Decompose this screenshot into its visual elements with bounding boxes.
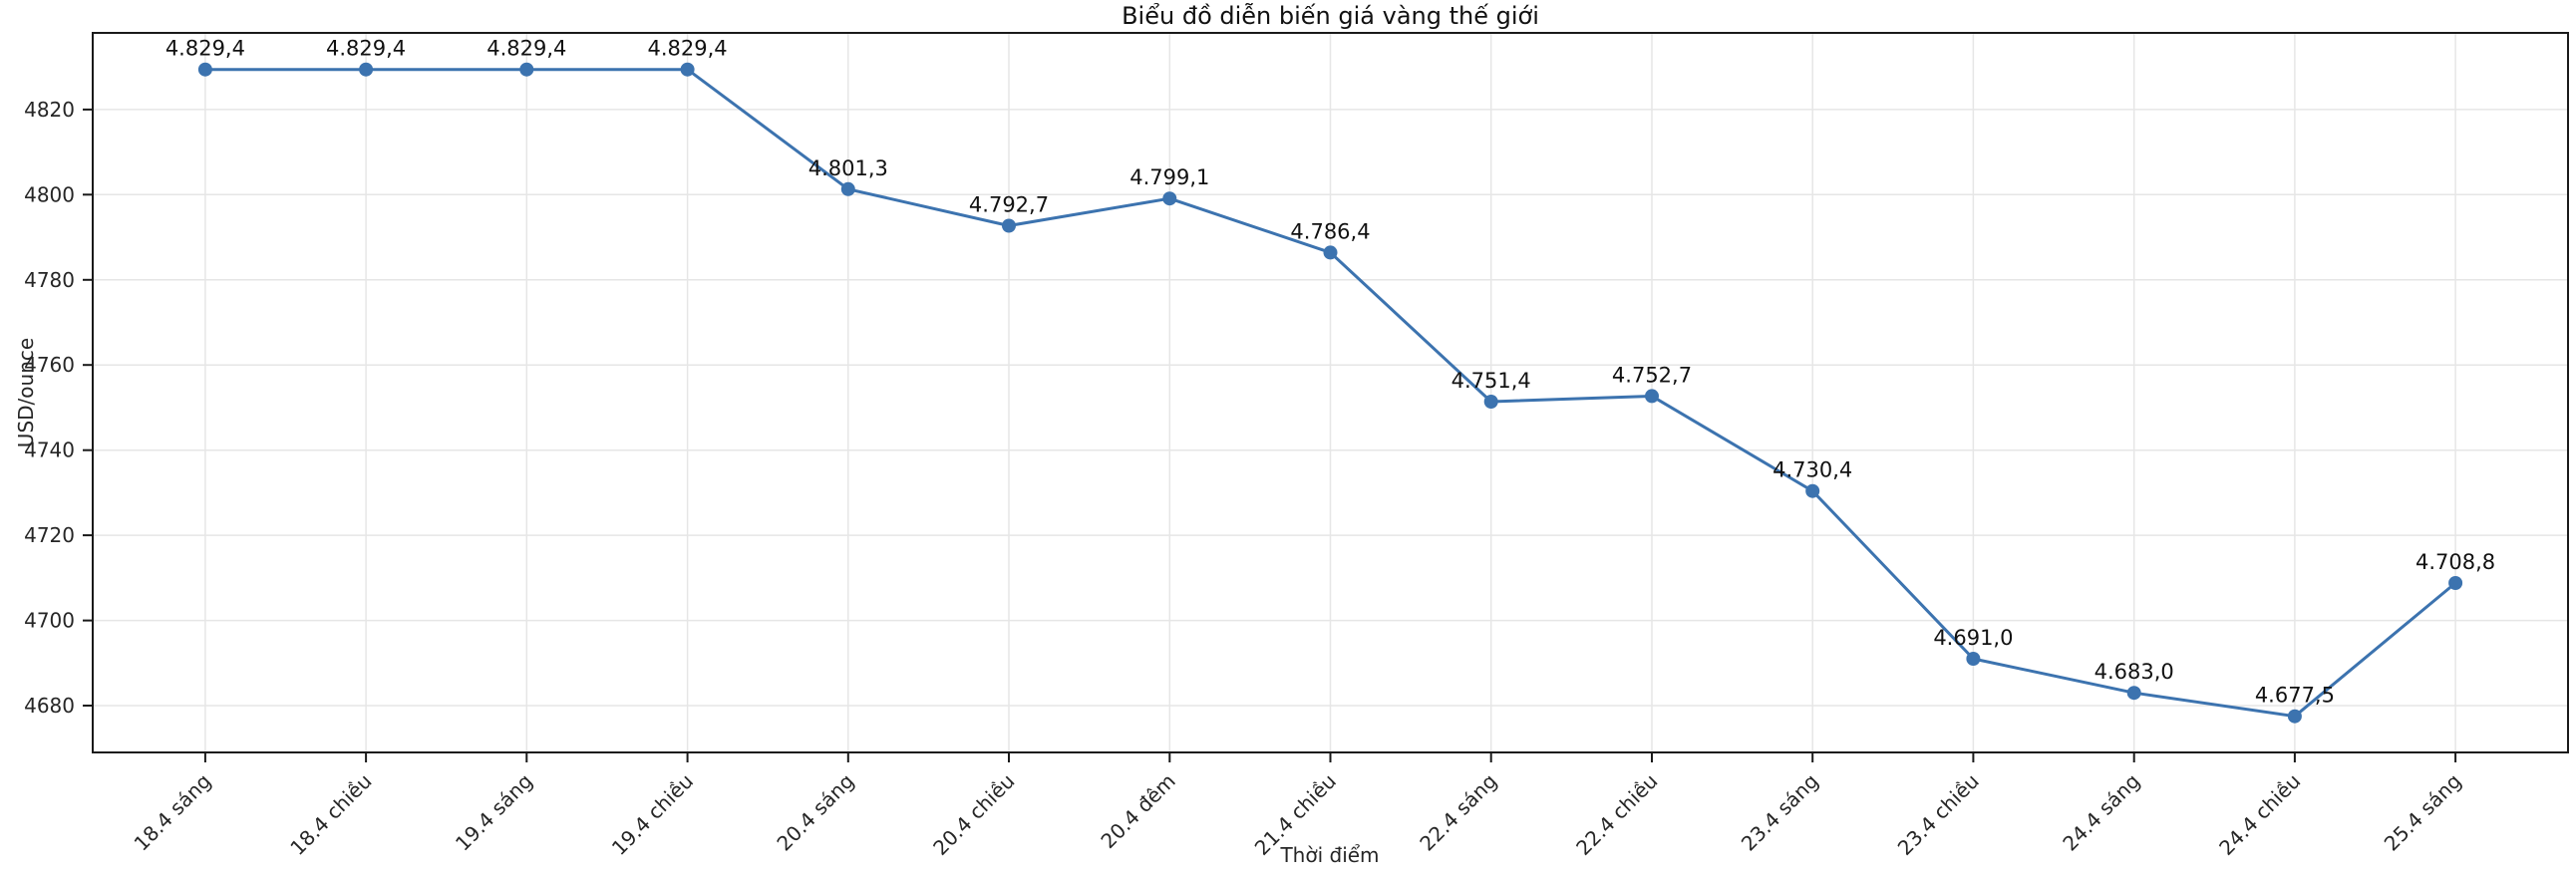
data-point-marker bbox=[840, 181, 855, 196]
x-tick-label: 18.4 chiều bbox=[285, 769, 376, 860]
y-tick-label: 4760 bbox=[24, 353, 75, 377]
data-point-marker bbox=[1966, 652, 1981, 666]
y-tick-label: 4720 bbox=[24, 523, 75, 547]
data-point-marker bbox=[519, 62, 534, 77]
x-tick-label: 24.4 chiều bbox=[2214, 769, 2305, 860]
x-tick-label: 23.4 sáng bbox=[1737, 769, 1823, 856]
data-point-label: 4.801,3 bbox=[808, 156, 888, 180]
x-tick-label: 22.4 chiều bbox=[1571, 769, 1662, 860]
data-point-label: 4.751,4 bbox=[1451, 369, 1531, 393]
data-point-marker bbox=[197, 62, 212, 77]
x-tick-label: 20.4 sáng bbox=[772, 769, 858, 856]
y-tick-label: 4800 bbox=[24, 182, 75, 206]
data-point-label: 4.708,8 bbox=[2415, 550, 2495, 574]
data-point-marker bbox=[359, 62, 374, 77]
y-tick-label: 4680 bbox=[24, 694, 75, 718]
data-point-label: 4.792,7 bbox=[969, 193, 1049, 217]
x-tick-label: 21.4 chiều bbox=[1250, 769, 1341, 860]
data-point-marker bbox=[1002, 218, 1016, 233]
data-point-marker bbox=[680, 62, 695, 77]
data-point-marker bbox=[1483, 395, 1498, 409]
y-tick-label: 4780 bbox=[24, 268, 75, 292]
data-point-label: 4.829,4 bbox=[165, 37, 245, 61]
data-point-marker bbox=[1645, 389, 1659, 404]
data-point-label: 4.677,5 bbox=[2255, 684, 2335, 708]
y-tick-label: 4740 bbox=[24, 439, 75, 462]
x-tick-label: 20.4 đêm bbox=[1096, 769, 1179, 853]
data-point-label: 4.752,7 bbox=[1612, 363, 1692, 387]
x-tick-label: 25.4 sáng bbox=[2380, 769, 2466, 856]
data-point-label: 4.799,1 bbox=[1129, 165, 1209, 189]
data-point-label: 4.786,4 bbox=[1290, 219, 1370, 243]
x-axis-label: Thời điểm bbox=[1280, 843, 1380, 867]
x-tick-label: 19.4 sáng bbox=[451, 769, 537, 856]
x-tick-label: 18.4 sáng bbox=[130, 769, 216, 856]
y-tick-label: 4820 bbox=[24, 98, 75, 122]
data-point-label: 4.829,4 bbox=[326, 37, 406, 61]
data-point-label: 4.829,4 bbox=[486, 37, 566, 61]
data-point-marker bbox=[1162, 191, 1177, 206]
x-tick-label: 23.4 chiều bbox=[1893, 769, 1984, 860]
data-point-label: 4.691,0 bbox=[1933, 626, 2013, 650]
x-tick-label: 22.4 sáng bbox=[1415, 769, 1501, 856]
data-point-marker bbox=[2126, 686, 2141, 701]
x-tick-label: 24.4 sáng bbox=[2058, 769, 2144, 856]
data-point-label: 4.730,4 bbox=[1772, 458, 1852, 482]
data-point-marker bbox=[1323, 245, 1338, 260]
x-tick-label: 19.4 chiều bbox=[607, 769, 698, 860]
y-tick-label: 4700 bbox=[24, 609, 75, 633]
plot-border bbox=[92, 32, 2569, 753]
chart-title: Biểu đồ diễn biến giá vàng thế giới bbox=[1122, 2, 1539, 30]
data-point-label: 4.829,4 bbox=[648, 37, 728, 61]
data-point-label: 4.683,0 bbox=[2094, 660, 2174, 684]
data-point-marker bbox=[2448, 576, 2463, 590]
x-tick-label: 20.4 chiều bbox=[928, 769, 1019, 860]
data-point-marker bbox=[1805, 483, 1820, 498]
data-point-marker bbox=[2287, 709, 2302, 724]
